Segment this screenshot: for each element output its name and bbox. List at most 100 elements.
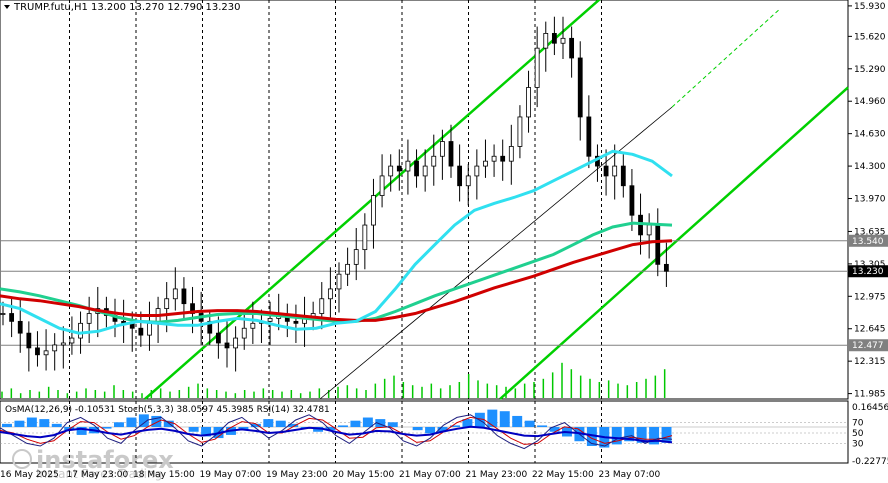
price-panel[interactable] — [0, 0, 849, 400]
osma-bar — [375, 419, 386, 428]
osma-bar — [586, 427, 597, 446]
price-tick-label: 14.960 — [854, 97, 886, 107]
price-axis[interactable]: 15.930 15.620 15.290 14.960 14.630 14.300 13.9… — [848, 2, 886, 400]
watermark-brand: instaforex — [36, 446, 174, 474]
candle-body — [431, 155, 437, 167]
candle-body — [560, 37, 566, 44]
time-label: 23 May 07:00 — [599, 470, 661, 480]
osma-bar — [649, 427, 660, 445]
candle-body — [172, 288, 178, 300]
osma-bar — [512, 415, 523, 428]
ma-green-line — [0, 221, 673, 324]
candle-body — [457, 165, 463, 187]
price-tag-label: 13.540 — [852, 237, 884, 247]
osma-bar — [126, 417, 137, 428]
volume-bars — [1, 362, 666, 398]
candle-body — [577, 57, 583, 118]
candle-body — [147, 322, 152, 336]
osc-tick-label: 0.16456 — [852, 403, 888, 413]
candle-body — [500, 155, 506, 162]
candle-body — [534, 47, 540, 88]
candle-body — [491, 155, 497, 162]
osma-bar — [288, 423, 299, 428]
candle-body — [241, 327, 247, 339]
candle-body — [43, 350, 49, 356]
candle-body — [483, 160, 488, 167]
candle-body — [526, 87, 531, 118]
price-tag-box — [848, 234, 888, 247]
candle-body — [233, 337, 239, 349]
osma-bar — [350, 420, 361, 428]
oscillator-header: OsMA(12,26,9) -0.10531 Stoch(5,3,3) 38.0… — [5, 405, 330, 415]
osma-bar — [39, 419, 50, 428]
channel-mid-extension — [671, 8, 781, 108]
candle-body — [17, 320, 23, 334]
time-axis[interactable]: 16 May 2025 17 May 23:00 18 May 15:00 19 Ma… — [0, 470, 660, 480]
candle-body — [336, 273, 342, 290]
candle-body — [69, 337, 75, 344]
candle-body — [388, 165, 394, 177]
candle-body — [414, 160, 419, 177]
osma-bar — [450, 425, 460, 428]
osma-bar — [151, 415, 162, 428]
candle-body — [379, 175, 385, 196]
osc-tick-label: 30 — [852, 439, 864, 449]
osc-tick-label: 50 — [852, 429, 864, 439]
osma-bar — [263, 419, 274, 428]
osc-tick-label: -0.22775 — [852, 457, 888, 467]
time-label: 21 May 07:00 — [399, 470, 461, 480]
candle-body — [371, 195, 376, 226]
osma-bar — [138, 414, 149, 428]
candle-body — [78, 322, 83, 339]
osma-bar — [462, 419, 473, 428]
osma-bar — [76, 427, 87, 435]
osma-bar — [188, 427, 199, 432]
osma-bar — [2, 423, 12, 428]
time-label: 18 May 15:00 — [133, 470, 195, 480]
price-tick-label: 15.620 — [854, 32, 886, 42]
price-tick-label: 11.985 — [854, 390, 886, 400]
watermark-tagline: Instant Forex Trading — [36, 467, 162, 481]
osma-bar — [114, 422, 124, 428]
time-label: 21 May 23:00 — [466, 470, 528, 480]
price-tick-label: 14.300 — [854, 162, 886, 172]
candle-body — [207, 320, 213, 334]
osma-bar — [636, 427, 647, 443]
symbol-ohlc-line: TRUMP.futu,H1 13.200 13.270 12.790 13.23… — [13, 2, 241, 13]
oscillator-panel[interactable] — [0, 400, 849, 464]
osma-bar — [549, 427, 560, 432]
osma-bar — [412, 427, 423, 431]
osma-bar — [487, 409, 498, 428]
candle-body — [52, 344, 58, 352]
price-tag-label: 13.230 — [852, 267, 884, 277]
osma-bar — [325, 427, 336, 431]
ma-red-line — [0, 239, 673, 322]
osma-bar — [387, 422, 398, 428]
watermark-logo-icon — [12, 449, 32, 469]
candle-body — [422, 165, 428, 177]
candle-body — [26, 332, 32, 349]
candle-body — [517, 116, 523, 147]
candle-body — [362, 224, 368, 251]
candle-body — [250, 322, 256, 329]
candle-body — [620, 165, 626, 187]
candle-body — [465, 175, 471, 187]
candle-body — [543, 33, 549, 49]
candle-body — [646, 224, 652, 236]
candle-body — [319, 298, 325, 314]
osma-bar — [201, 427, 212, 437]
watermark: instaforex Instant Forex Trading — [12, 446, 174, 481]
candle-body — [569, 37, 575, 59]
time-label: 17 May 23:00 — [67, 470, 129, 480]
dropdown-triangle-icon[interactable] — [4, 5, 10, 9]
osma-bar — [14, 420, 25, 428]
osma-bar — [101, 427, 112, 429]
osma-bar — [362, 417, 373, 428]
osma-bar — [624, 427, 635, 442]
stoch-k-line — [0, 414, 673, 450]
price-tick-label: 15.930 — [854, 2, 886, 12]
price-tags: 13.540 13.230 12.477 — [848, 234, 888, 352]
price-tag-box — [848, 339, 888, 352]
channel-mid-line — [319, 106, 673, 400]
